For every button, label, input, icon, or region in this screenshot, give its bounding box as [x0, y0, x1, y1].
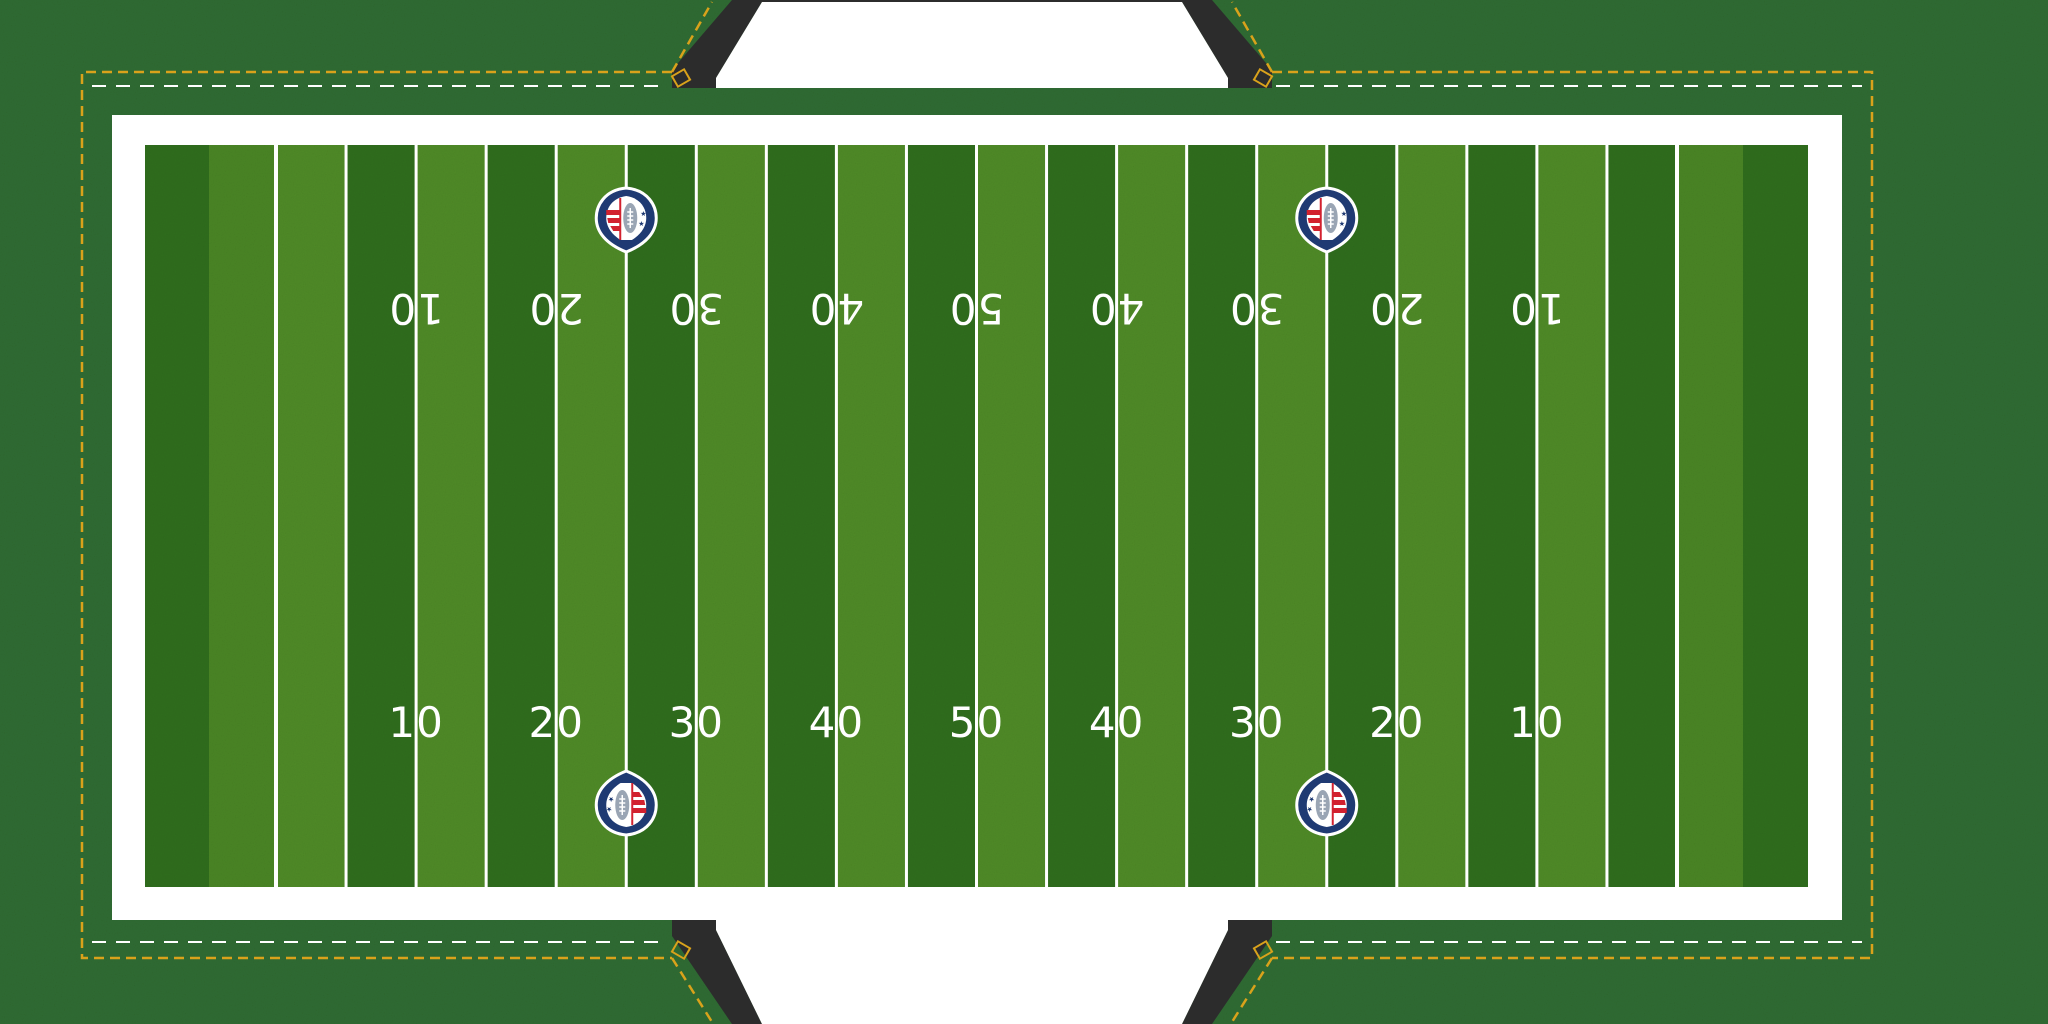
field-stripe [1606, 145, 1678, 887]
yard-number-inverted: 20 [1369, 284, 1424, 333]
field-stripe [836, 145, 907, 887]
field-stripe [1396, 145, 1468, 887]
yard-number-inverted: 10 [388, 284, 443, 333]
field-stripe [556, 145, 627, 887]
yard-number-inverted: 20 [528, 284, 583, 333]
yard-number-inverted: 30 [669, 284, 724, 333]
yard-number-inverted: 50 [949, 284, 1004, 333]
field-stripe [1326, 145, 1398, 887]
yard-number: 10 [388, 698, 443, 747]
yard-numbers-far-side: 10 20 30 40 50 40 30 20 10 [388, 284, 1564, 333]
field-stripe [1046, 145, 1118, 887]
yard-number: 10 [1509, 698, 1564, 747]
field-stripe [1466, 145, 1538, 887]
field-stripe [1256, 145, 1328, 887]
yard-number-inverted: 40 [809, 284, 864, 333]
yard-number: 20 [528, 698, 583, 747]
field-stripe [486, 145, 557, 887]
sideline-boundary [80, 1, 1874, 1023]
endzone-stripe [1743, 145, 1810, 887]
yard-number-inverted: 10 [1509, 284, 1564, 333]
yard-number: 20 [1369, 698, 1424, 747]
tunnel-bottom [672, 920, 1272, 1024]
field-stripe [1536, 145, 1608, 887]
yard-number: 30 [1229, 698, 1284, 747]
field-stripe [766, 145, 837, 887]
field-stripe [906, 145, 977, 887]
endzone-stripe [143, 145, 209, 887]
field-stripe [1116, 145, 1188, 887]
field-stripe [1186, 145, 1258, 887]
yard-lines [143, 145, 1810, 887]
field-stripe [976, 145, 1048, 887]
yard-number: 40 [1089, 698, 1144, 747]
field-stripe [416, 145, 487, 887]
yard-number-inverted: 40 [1089, 284, 1144, 333]
field-stripe [276, 145, 347, 887]
coaching-box-line [92, 85, 1862, 943]
yard-numbers-near-side: 10 20 30 40 50 40 30 20 10 [388, 698, 1564, 747]
tunnel-top [672, 0, 1272, 88]
field-stripe [346, 145, 417, 887]
yard-number: 50 [949, 698, 1004, 747]
field-stripe [626, 145, 697, 887]
yard-number: 30 [669, 698, 724, 747]
endzone-stripe [1676, 145, 1743, 887]
yard-number: 40 [809, 698, 864, 747]
yard-number-inverted: 30 [1229, 284, 1284, 333]
endzone-stripe [209, 145, 276, 887]
field-stripe [696, 145, 767, 887]
